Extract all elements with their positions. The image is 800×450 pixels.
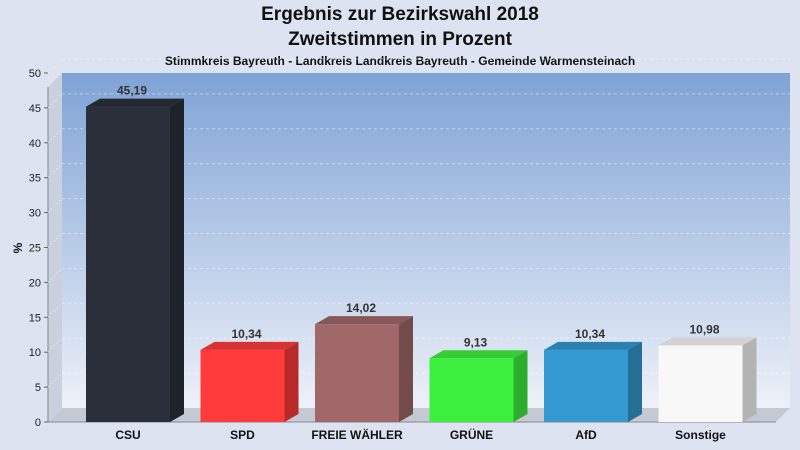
bar-side <box>513 350 528 422</box>
gridline-side <box>47 163 63 179</box>
gridline-side <box>47 268 63 283</box>
category-label: CSU <box>115 428 140 442</box>
data-label: 45,19 <box>117 84 147 98</box>
bar-side <box>170 98 184 423</box>
category-label: SPD <box>230 428 255 442</box>
bar-top <box>315 316 413 325</box>
category-label: FREIE WÄHLER <box>311 427 403 442</box>
bar-afd <box>544 349 628 422</box>
data-label: 10,98 <box>689 322 719 336</box>
gridline-side <box>47 128 63 144</box>
y-tick-label: 0 <box>35 417 41 429</box>
data-label: 9,13 <box>464 335 488 349</box>
bar-side <box>399 316 413 422</box>
data-label: 14,02 <box>346 301 376 315</box>
bar-freie-w-hler <box>315 324 399 422</box>
bar-top <box>544 341 642 350</box>
bar-spd <box>200 349 285 422</box>
bar-top <box>86 98 184 107</box>
y-tick-label: 20 <box>29 277 41 289</box>
y-tick-label: 25 <box>29 243 41 255</box>
gridline-side <box>47 93 63 109</box>
category-label: GRÜNE <box>450 427 493 442</box>
y-tick-label: 35 <box>29 173 41 185</box>
y-tick-label: 5 <box>35 382 41 394</box>
data-label: 10,34 <box>575 327 605 341</box>
category-label: AfD <box>575 428 597 442</box>
gridline-side <box>47 58 63 74</box>
chart-region: Stimmkreis Bayreuth - Landkreis Landkrei… <box>164 54 636 68</box>
data-label: 10,34 <box>231 327 261 341</box>
category-label: Sonstige <box>675 428 726 442</box>
gridline-side <box>47 198 63 213</box>
bar-side <box>628 341 642 422</box>
bar-top <box>658 337 757 346</box>
y-tick-label: 30 <box>29 208 41 220</box>
y-tick-label: 10 <box>29 347 41 359</box>
gridline-side <box>47 233 63 248</box>
y-axis-label: % <box>11 242 25 253</box>
bar-top <box>429 350 528 359</box>
bar-gr-ne <box>429 358 514 422</box>
y-tick-label: 45 <box>29 103 41 115</box>
bar-top <box>200 341 299 350</box>
chart-subtitle: Zweitstimmen in Prozent <box>288 29 512 50</box>
gridline-side <box>47 372 63 388</box>
gridline-side <box>47 337 63 353</box>
bar-side <box>284 341 299 422</box>
bar-sonstige <box>658 345 743 422</box>
y-tick-label: 15 <box>29 312 41 324</box>
plot-side-wall <box>48 73 62 422</box>
y-tick-label: 50 <box>29 68 41 80</box>
y-tick-label: 40 <box>29 138 41 150</box>
bar-side <box>742 337 757 422</box>
chart-title: Ergebnis zur Bezirkswahl 2018 <box>261 4 539 25</box>
gridline-side <box>47 302 63 318</box>
bar-csu <box>86 106 170 423</box>
